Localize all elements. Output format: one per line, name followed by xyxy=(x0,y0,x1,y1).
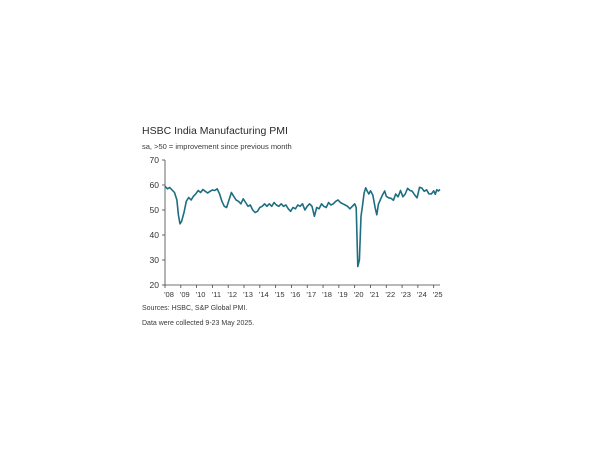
x-tick-label: '14 xyxy=(259,290,269,299)
x-tick-label: '25 xyxy=(433,290,443,299)
series-group xyxy=(164,185,441,268)
pmi-series-line xyxy=(164,185,441,268)
x-tick-label: '22 xyxy=(385,290,395,299)
x-tick-label: '18 xyxy=(322,290,332,299)
x-tick-label: '13 xyxy=(243,290,253,299)
x-tick-label: '10 xyxy=(196,290,206,299)
chart-subtitle: sa, >50 = improvement since previous mon… xyxy=(142,142,292,151)
x-tick-label: '20 xyxy=(354,290,364,299)
x-tick-label: '11 xyxy=(212,290,221,299)
x-tick-label: '15 xyxy=(275,290,285,299)
x-tick-label: '17 xyxy=(306,290,316,299)
x-tick-label: '21 xyxy=(370,290,380,299)
y-tick-label: 50 xyxy=(150,205,160,215)
x-tick-label: '16 xyxy=(291,290,301,299)
chart-axes xyxy=(162,159,440,288)
collection-note: Data were collected 9-23 May 2025. xyxy=(142,320,255,327)
x-tick-labels: '08 '09 '10 '11 '12 '13 '14 '15 '16 '17 '18 '19 '20 '… xyxy=(164,290,442,299)
x-tick-label: '23 xyxy=(401,290,411,299)
x-tick-label: '12 xyxy=(227,290,237,299)
x-tick-label: '08 xyxy=(164,290,174,299)
y-tick-label: 20 xyxy=(150,280,160,290)
y-tick-labels: 20 30 40 50 60 70 xyxy=(150,155,160,290)
x-tick-label: '24 xyxy=(417,290,427,299)
y-tick-label: 30 xyxy=(150,255,160,265)
x-tick-label: '19 xyxy=(338,290,348,299)
y-tick-label: 40 xyxy=(150,230,160,240)
sources-note: Sources: HSBC, S&P Global PMI. xyxy=(142,305,248,312)
y-tick-label: 60 xyxy=(150,180,160,190)
y-tick-label: 70 xyxy=(150,155,160,165)
x-tick-label: '09 xyxy=(180,290,190,299)
chart-title: HSBC India Manufacturing PMI xyxy=(142,125,288,137)
